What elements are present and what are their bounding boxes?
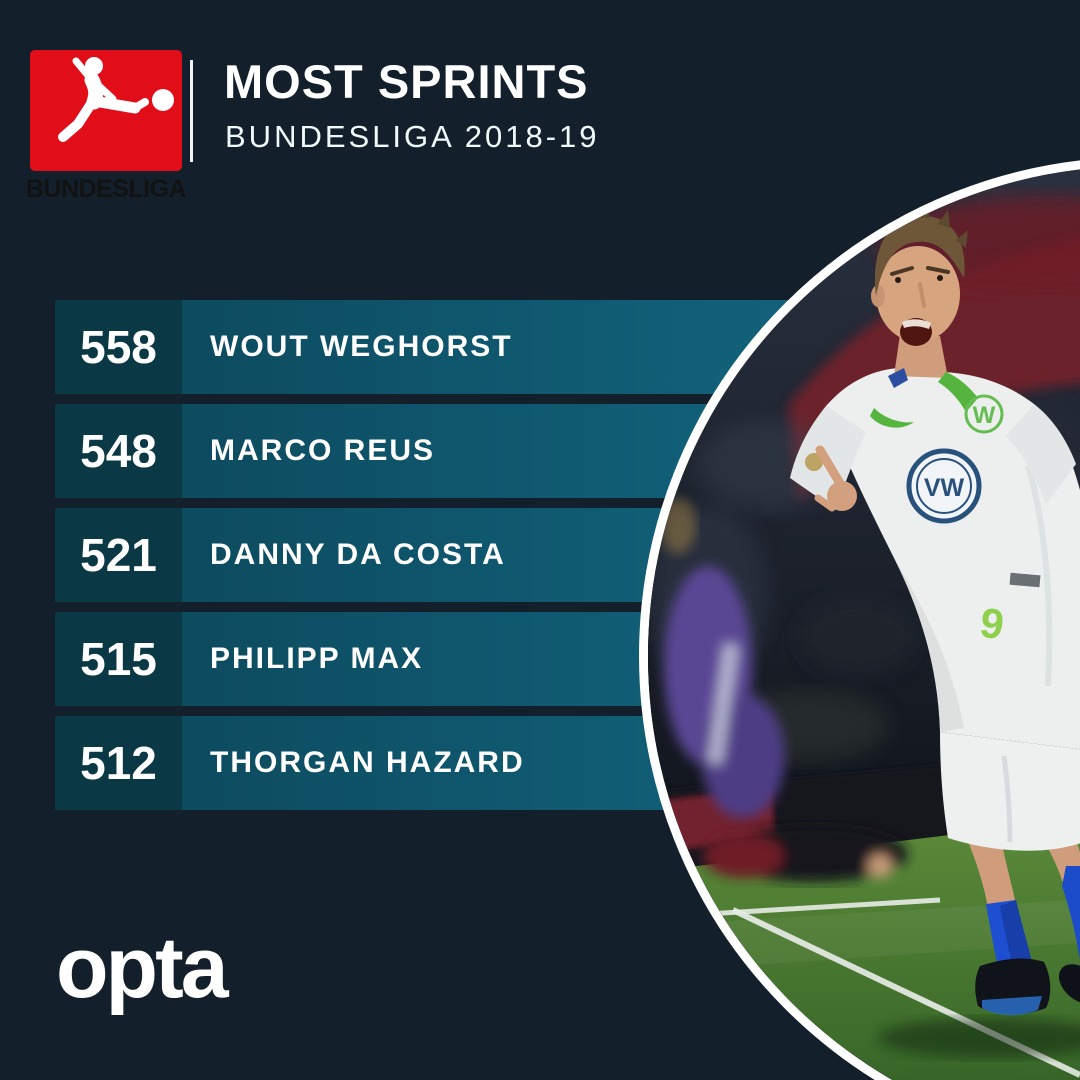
sprint-count: 548	[55, 404, 182, 498]
player-photo: W VW 9	[639, 157, 1080, 1080]
sprint-count: 558	[55, 300, 182, 394]
bundesliga-kicker-icon	[58, 57, 174, 142]
opta-logo: opta	[56, 920, 229, 1016]
sprint-count: 512	[55, 716, 182, 810]
page-subtitle: BUNDESLIGA 2018-19	[225, 119, 600, 154]
sprint-count: 521	[55, 508, 182, 602]
page-title: MOST SPRINTS	[224, 55, 589, 108]
header-divider	[190, 60, 193, 162]
bundesliga-logo	[30, 50, 182, 171]
sprint-count: 515	[55, 612, 182, 706]
bundesliga-wordmark: BUNDESLIGA	[25, 175, 187, 203]
